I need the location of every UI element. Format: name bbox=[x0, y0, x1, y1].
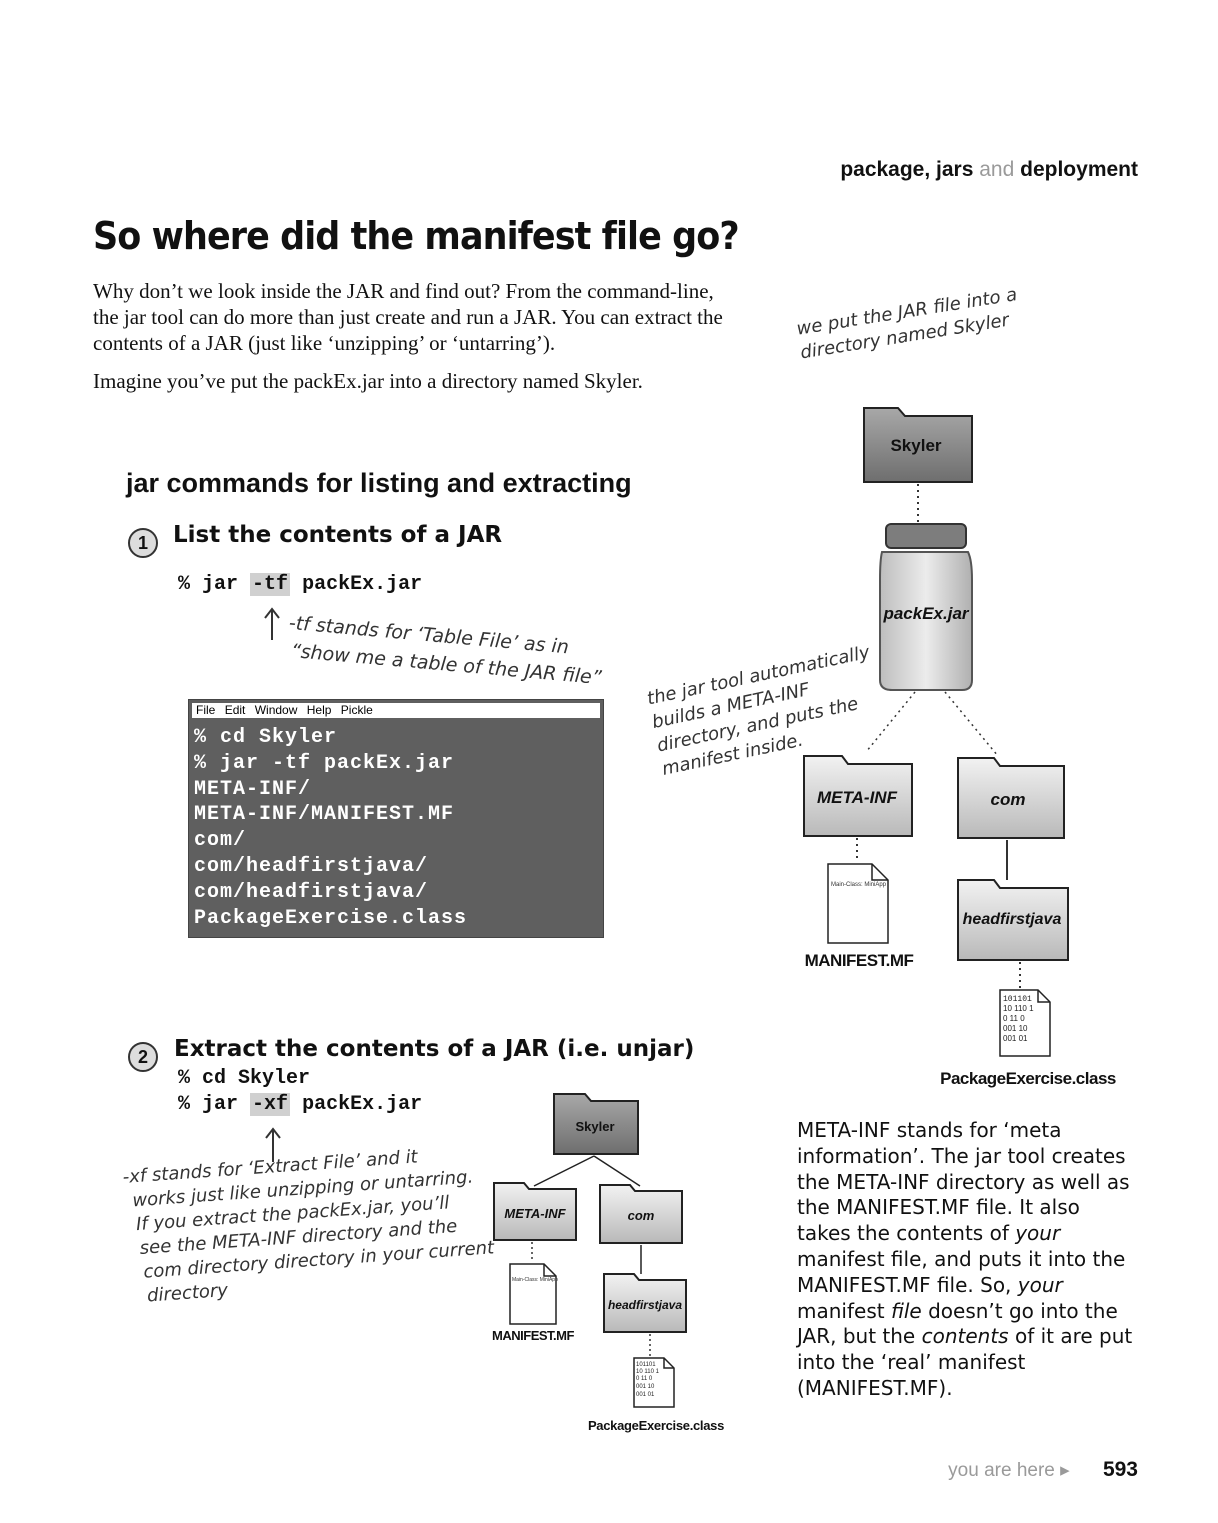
meta-inf-folder-icon bbox=[803, 755, 913, 837]
com-folder-icon bbox=[599, 1184, 683, 1244]
solid-connector bbox=[533, 1155, 595, 1187]
class-bits: 0 11 0 bbox=[1003, 1014, 1025, 1023]
step-2-title: Extract the contents of a JAR (i.e. unja… bbox=[174, 1036, 695, 1062]
page-footer: you are here ▸ 593 bbox=[948, 1458, 1138, 1482]
intro-paragraph-1: Why don’t we look inside the JAR and fin… bbox=[93, 279, 723, 355]
terminal-output: % cd Skyler % jar -tf packEx.jar META-IN… bbox=[189, 718, 603, 931]
menu-edit[interactable]: Edit bbox=[224, 703, 246, 717]
manifest-content-text: Main-Class: MiniApp bbox=[831, 882, 887, 888]
skyler-folder-label: Skyler bbox=[575, 1119, 614, 1134]
step-1-command: % jar -tf packEx.jar bbox=[178, 573, 423, 596]
terminal-line: com/headfirstjava/ bbox=[194, 854, 429, 878]
headfirstjava-folder-label: headfirstjava bbox=[963, 911, 1062, 928]
class-bits: 001 10 bbox=[636, 1384, 655, 1390]
meta-inf-folder-label: META-INF bbox=[504, 1206, 566, 1221]
manifest-file-icon bbox=[827, 863, 889, 944]
xf-flag: -xf bbox=[250, 1093, 291, 1116]
terminal-line: % jar -tf packEx.jar bbox=[194, 751, 455, 775]
com-folder-label: com bbox=[991, 790, 1026, 809]
jar-icon bbox=[879, 523, 973, 691]
terminal-line: PackageExercise.class bbox=[194, 906, 468, 930]
you-are-here: you are here ▸ bbox=[948, 1460, 1070, 1481]
step-2-command-cd: % cd Skyler bbox=[178, 1067, 311, 1090]
skyler-folder-label: Skyler bbox=[890, 436, 941, 455]
intro-paragraph-2: Imagine you’ve put the packEx.jar into a… bbox=[93, 369, 643, 393]
menu-pickle[interactable]: Pickle bbox=[340, 703, 373, 717]
terminal-line: % cd Skyler bbox=[194, 726, 338, 749]
class-bits: 10 110 1 bbox=[1003, 1004, 1034, 1013]
arrow-up-icon bbox=[265, 1127, 281, 1162]
class-file-icon bbox=[633, 1357, 675, 1408]
skyler-folder-icon bbox=[553, 1093, 639, 1155]
class-bits: 001 01 bbox=[636, 1392, 655, 1398]
class-file-icon bbox=[999, 989, 1051, 1057]
terminal-line: META-INF/MANIFEST.MF bbox=[194, 803, 455, 827]
dotted-connector bbox=[944, 691, 999, 757]
skyler-folder-icon bbox=[863, 407, 973, 483]
manifest-content-text: Main-Class: MiniApp bbox=[512, 1277, 558, 1283]
step-number-1: 1 bbox=[128, 528, 158, 558]
arrow-up-icon bbox=[264, 607, 280, 640]
manifest-file-icon bbox=[509, 1263, 557, 1325]
class-bits: 001 10 bbox=[1003, 1024, 1028, 1033]
step-number-2: 2 bbox=[128, 1042, 158, 1072]
menu-file[interactable]: File bbox=[196, 703, 216, 717]
menu-help[interactable]: Help bbox=[306, 703, 332, 717]
manifest-file-label: MANIFEST.MF bbox=[805, 951, 914, 970]
headfirstjava-folder-icon bbox=[957, 879, 1069, 961]
manifest-file-label: MANIFEST.MF bbox=[492, 1328, 574, 1343]
meta-inf-explanation: META-INF stands for ‘meta information’. … bbox=[797, 1118, 1133, 1400]
dotted-connector bbox=[865, 691, 916, 753]
terminal-line: com/ bbox=[194, 829, 247, 853]
section-heading: jar commands for listing and extracting bbox=[126, 468, 632, 498]
com-folder-icon bbox=[957, 757, 1065, 839]
step-2-command-xf: % jar -xf packEx.jar bbox=[178, 1093, 423, 1116]
class-bits: 001 01 bbox=[1003, 1034, 1028, 1043]
solid-connector bbox=[593, 1155, 641, 1187]
class-file-label: PackageExercise.class bbox=[940, 1069, 1116, 1088]
terminal-line: com/headfirstjava/ bbox=[194, 880, 429, 904]
class-bits: 10 110 1 bbox=[636, 1369, 660, 1375]
com-folder-label: com bbox=[628, 1208, 655, 1223]
page-number: 593 bbox=[1102, 1458, 1138, 1481]
headfirstjava-folder-icon bbox=[603, 1273, 687, 1333]
terminal-line: META-INF/ bbox=[194, 777, 312, 801]
class-file-label: PackageExercise.class bbox=[588, 1418, 724, 1433]
jar-label: packEx.jar bbox=[882, 604, 969, 623]
meta-inf-folder-icon bbox=[493, 1182, 577, 1241]
terminal-menu-bar[interactable]: File Edit Window Help Pickle bbox=[192, 703, 600, 718]
class-bits: 101101 bbox=[1003, 995, 1032, 1004]
running-header: package, jars and deployment bbox=[840, 158, 1138, 181]
intro-text: Why don’t we look inside the JAR and fin… bbox=[93, 278, 733, 406]
headfirstjava-folder-label: headfirstjava bbox=[608, 1298, 682, 1312]
page-title: So where did the manifest file go? bbox=[93, 214, 740, 258]
tf-flag: -tf bbox=[250, 573, 291, 596]
step-1-title: List the contents of a JAR bbox=[173, 522, 503, 548]
class-bits: 101101 bbox=[636, 1362, 656, 1368]
class-bits: 0 11 0 bbox=[636, 1376, 653, 1382]
terminal-window: File Edit Window Help Pickle % cd Skyler… bbox=[188, 699, 604, 938]
menu-window[interactable]: Window bbox=[254, 703, 298, 717]
meta-inf-folder-label: META-INF bbox=[817, 788, 898, 807]
